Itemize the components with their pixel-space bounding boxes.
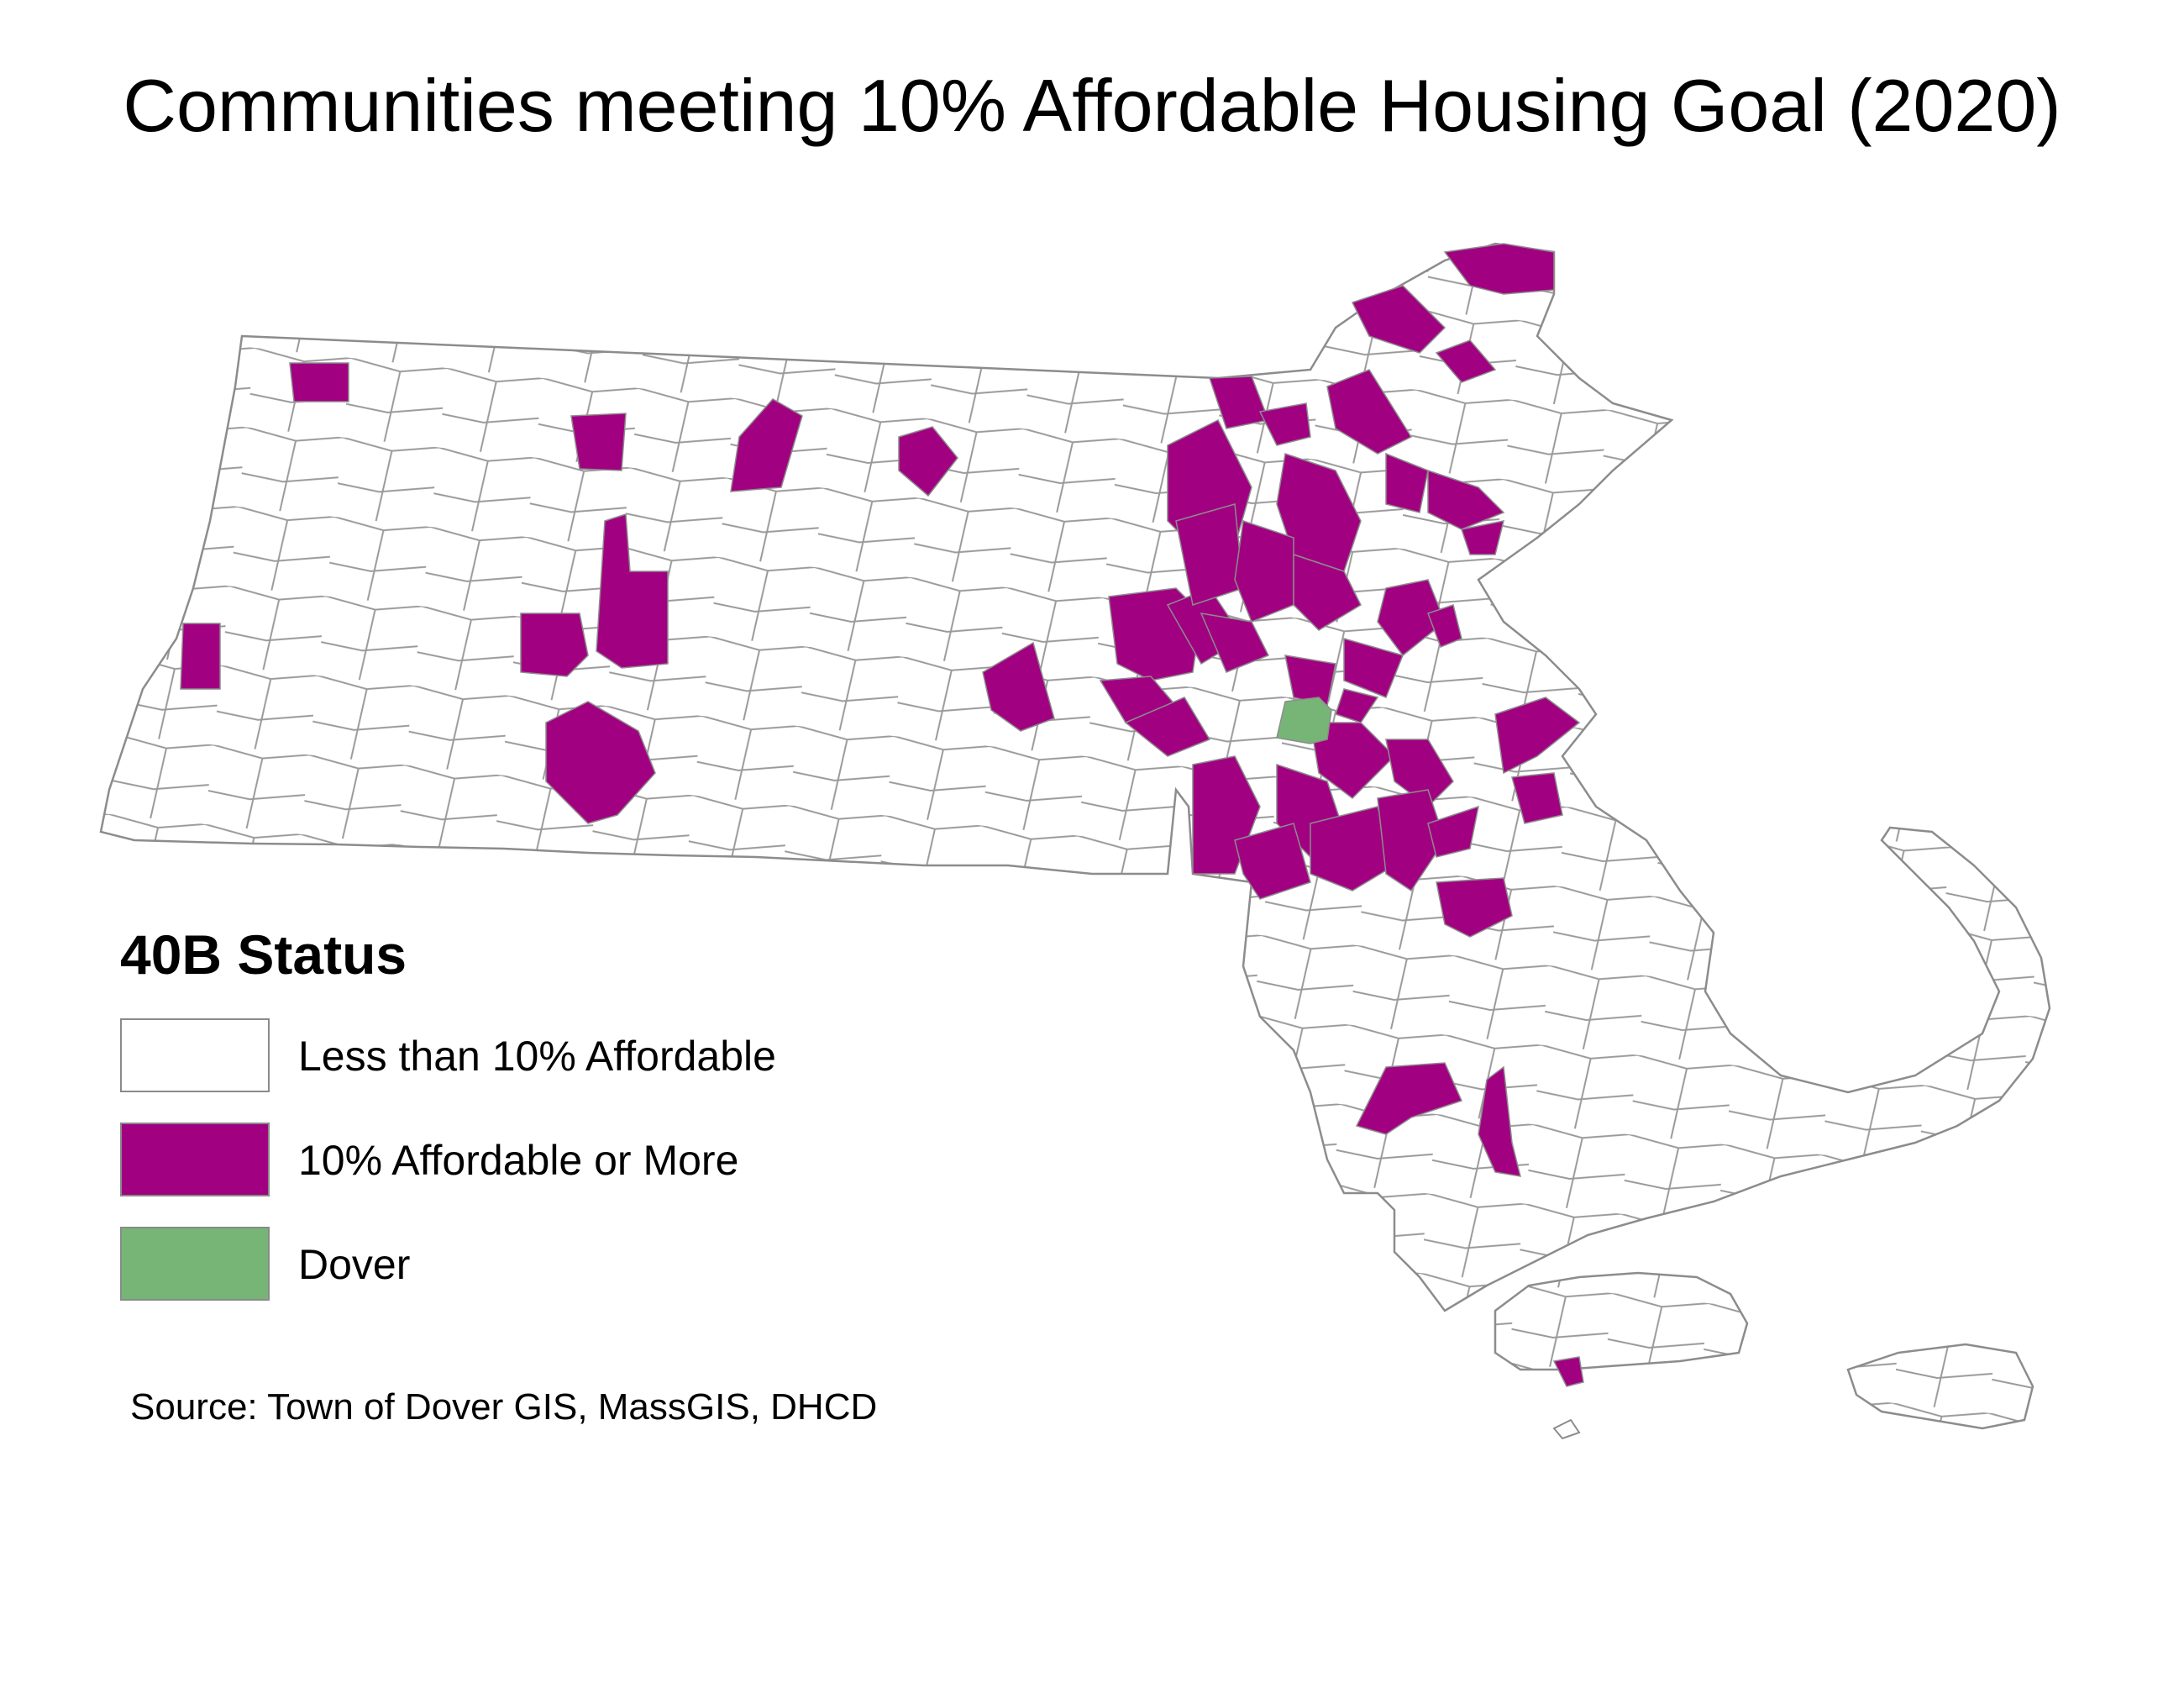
town-shape bbox=[1234, 520, 1294, 623]
town-shape bbox=[1258, 402, 1311, 446]
state-outline bbox=[99, 242, 2051, 1312]
town-shape bbox=[1377, 579, 1446, 657]
dover-town bbox=[1276, 697, 1332, 744]
town-shape bbox=[570, 413, 627, 471]
town-shape bbox=[289, 362, 349, 402]
legend-label-dover: Dover bbox=[298, 1241, 411, 1288]
town-shape bbox=[1351, 285, 1446, 354]
town-shape bbox=[180, 623, 221, 690]
affordable-communities bbox=[180, 243, 1584, 1387]
town-shape bbox=[1435, 339, 1497, 383]
islands bbox=[1494, 1271, 2034, 1440]
town-shape bbox=[1427, 604, 1462, 648]
town-shape bbox=[1427, 805, 1479, 858]
legend-swatch-less-than-10 bbox=[120, 1018, 270, 1092]
town-shape bbox=[596, 513, 669, 669]
legend-swatch-10-or-more bbox=[120, 1123, 270, 1196]
town-shape bbox=[1494, 697, 1581, 775]
page-title: Communities meeting 10% Affordable Housi… bbox=[123, 64, 2061, 147]
town-shape bbox=[1355, 1062, 1463, 1135]
town-shape bbox=[1552, 1356, 1584, 1387]
legend-title: 40B Status bbox=[120, 923, 407, 986]
town-shape bbox=[730, 398, 803, 492]
town-shape bbox=[1443, 243, 1555, 295]
town-shape bbox=[520, 613, 589, 677]
town-shape bbox=[1377, 789, 1446, 892]
legend-label-10-or-more: 10% Affordable or More bbox=[298, 1137, 739, 1184]
legend-swatch-dover bbox=[120, 1227, 270, 1301]
source-note: Source: Town of Dover GIS, MassGIS, DHCD bbox=[130, 1386, 878, 1428]
town-shape bbox=[1511, 772, 1563, 824]
town-shape bbox=[1478, 1065, 1522, 1177]
town-shape bbox=[545, 701, 656, 824]
town-shape bbox=[1293, 553, 1362, 631]
town-shape bbox=[1310, 722, 1396, 799]
town-shape bbox=[1343, 638, 1404, 698]
town-shape bbox=[1326, 369, 1413, 455]
town-shape bbox=[898, 426, 958, 497]
town-shape bbox=[1124, 697, 1211, 757]
town-shape bbox=[1200, 613, 1270, 673]
town-shape bbox=[1427, 469, 1505, 530]
town-shape bbox=[1310, 806, 1395, 891]
town-shape bbox=[1436, 877, 1513, 938]
legend-label-less-than-10: Less than 10% Affordable bbox=[298, 1033, 776, 1080]
town-shape bbox=[1385, 739, 1454, 807]
town-shape bbox=[1234, 823, 1311, 900]
town-shape bbox=[982, 641, 1055, 732]
town-shape bbox=[1461, 520, 1505, 555]
town-shape bbox=[1385, 452, 1429, 513]
